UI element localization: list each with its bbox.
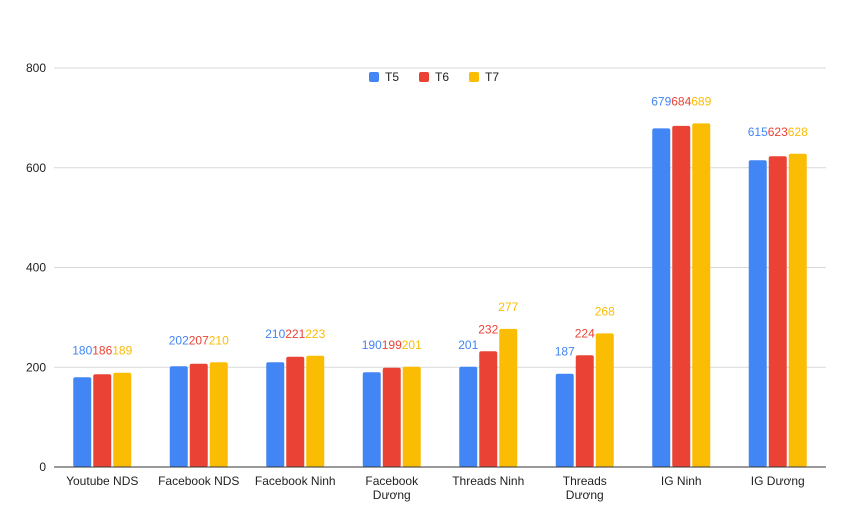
legend: T5 T6 T7	[369, 70, 499, 84]
bar-t6	[672, 125, 691, 467]
bar-t6	[768, 156, 787, 467]
legend-label: T6	[435, 70, 449, 84]
legend-label: T7	[485, 70, 499, 84]
bar-t5	[459, 366, 478, 467]
bar-t5	[748, 160, 767, 468]
legend-item-t5: T5	[369, 70, 399, 84]
category-label: IG Dương	[751, 474, 805, 488]
category-label: Youtube NDS	[66, 474, 138, 488]
x-axis-categories: Youtube NDS Facebook NDS Facebook Ninh Face…	[66, 474, 805, 502]
data-label-t6: 232	[478, 322, 498, 336]
bar-t6	[479, 351, 498, 467]
bar-t7	[306, 355, 325, 467]
bar-t6	[189, 363, 208, 467]
bar-t5	[555, 373, 574, 467]
legend-item-t6: T6	[419, 70, 449, 84]
bar-t7	[402, 366, 421, 467]
bar-t6	[286, 356, 305, 467]
bar-t7	[113, 372, 132, 467]
data-label-t5: 187	[555, 345, 575, 359]
data-label-t5: 190	[362, 338, 382, 352]
category-label: Threads Dương	[563, 474, 607, 502]
bar-t7	[788, 153, 807, 467]
legend-swatch	[469, 72, 479, 82]
bar-t5	[652, 128, 671, 467]
data-label-t7: 210	[209, 333, 229, 347]
data-label-t5: 615	[748, 125, 768, 139]
category-label: Facebook NDS	[158, 474, 239, 488]
data-label-t6: 224	[575, 326, 595, 340]
data-label-t5: 201	[458, 338, 478, 352]
category-label: Facebook Ninh	[255, 474, 336, 488]
legend-item-t7: T7	[469, 70, 499, 84]
data-label-t7: 223	[305, 327, 325, 341]
bar-t7	[499, 328, 518, 467]
y-tick-label: 0	[39, 460, 46, 474]
data-label-t6: 684	[671, 94, 691, 108]
bar-t5	[73, 377, 92, 467]
bar-t5	[362, 372, 381, 467]
data-label-t7: 268	[595, 304, 615, 318]
data-label-t7: 277	[498, 300, 518, 314]
data-label-t7: 201	[402, 338, 422, 352]
data-label-t6: 199	[382, 338, 402, 352]
data-label-t6: 623	[768, 125, 788, 139]
bar-t6	[382, 367, 401, 467]
data-label-t6: 186	[92, 344, 112, 358]
data-label-t6: 221	[285, 327, 305, 341]
bar-t7	[692, 123, 711, 467]
bars	[73, 123, 807, 468]
data-label-t5: 679	[651, 94, 671, 108]
data-label-t7: 689	[691, 94, 711, 108]
data-label-t6: 207	[189, 333, 209, 347]
category-label: IG Ninh	[661, 474, 702, 488]
bar-t5	[169, 366, 188, 467]
bar-t7	[209, 362, 228, 467]
legend-swatch	[369, 72, 379, 82]
category-label: Facebook Dương	[365, 474, 419, 502]
data-label-t5: 210	[265, 327, 285, 341]
data-label-t7: 189	[112, 344, 132, 358]
bar-t6	[93, 374, 112, 467]
bar-t6	[575, 355, 594, 467]
data-label-t5: 180	[72, 344, 92, 358]
legend-label: T5	[385, 70, 399, 84]
y-tick-label: 600	[26, 161, 46, 175]
y-tick-label: 800	[26, 61, 46, 75]
data-label-t7: 628	[788, 125, 808, 139]
bar-t5	[266, 362, 285, 467]
y-axis-ticks: 0 200 400 600 800	[26, 61, 46, 474]
y-tick-label: 400	[26, 261, 46, 275]
category-label: Threads Ninh	[452, 474, 524, 488]
bar-t7	[595, 333, 614, 467]
y-tick-label: 200	[26, 360, 46, 374]
legend-swatch	[419, 72, 429, 82]
data-label-t5: 202	[169, 333, 189, 347]
